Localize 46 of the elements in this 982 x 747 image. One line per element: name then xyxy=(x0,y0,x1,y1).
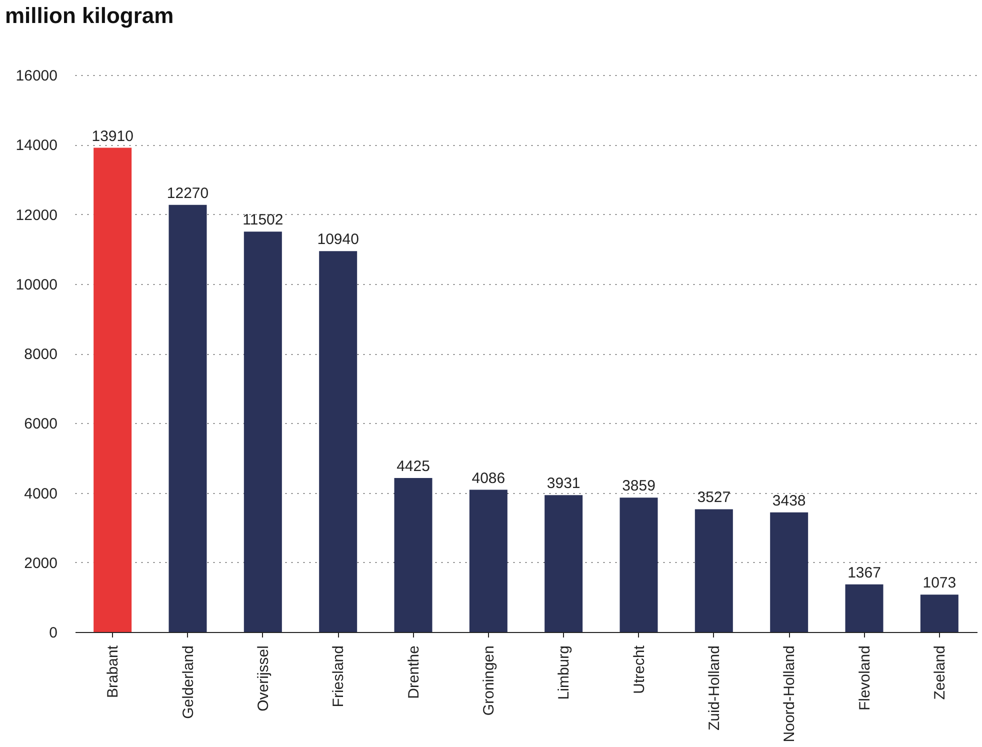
y-tick-label: 0 xyxy=(49,624,58,642)
chart-title: million kilogram xyxy=(5,3,174,28)
x-tick-label: Noord-Holland xyxy=(781,646,798,742)
data-label: 11502 xyxy=(242,212,284,229)
x-tick-label: Friesland xyxy=(330,646,348,708)
bar xyxy=(168,204,207,632)
data-label: 3859 xyxy=(622,478,656,495)
data-label: 4425 xyxy=(396,458,430,475)
y-tick-label: 10000 xyxy=(16,276,58,294)
x-tick-label: Groningen xyxy=(480,646,498,716)
bar xyxy=(244,232,282,632)
data-label: 13910 xyxy=(92,128,134,145)
bar xyxy=(694,509,733,632)
bar xyxy=(394,478,432,632)
bar xyxy=(920,594,958,632)
x-tick-label: Gelderland xyxy=(180,646,197,719)
x-tick-label: Zeeland xyxy=(931,646,948,700)
x-tick-label: Zuid-Holland xyxy=(706,646,723,731)
x-tick-label: Flevoland xyxy=(856,646,874,711)
data-label: 3438 xyxy=(772,492,806,510)
bar xyxy=(770,512,808,632)
data-label: 4086 xyxy=(472,470,506,487)
data-label: 1367 xyxy=(848,564,881,582)
y-tick-label: 4000 xyxy=(24,485,58,502)
data-label: 3527 xyxy=(697,489,731,506)
bar xyxy=(845,584,884,632)
bar xyxy=(94,148,132,632)
y-tick-label: 2000 xyxy=(24,554,58,572)
y-tick-label: 14000 xyxy=(16,137,58,154)
data-label: 3931 xyxy=(546,475,580,492)
bar xyxy=(620,498,658,632)
y-tick-label: 12000 xyxy=(16,206,58,224)
data-label: 12270 xyxy=(166,184,209,202)
data-label: 1073 xyxy=(922,574,956,592)
x-tick-label: Brabant xyxy=(104,644,122,698)
x-tick-label: Drenthe xyxy=(405,646,422,699)
x-tick-label: Limburg xyxy=(556,646,573,700)
y-tick-label: 8000 xyxy=(24,346,58,363)
x-tick-label: Utrecht xyxy=(630,644,648,694)
y-tick-label: 6000 xyxy=(24,416,58,433)
bar xyxy=(319,251,358,632)
bar xyxy=(544,495,583,632)
y-tick-label: 16000 xyxy=(16,68,58,84)
bar xyxy=(469,490,508,632)
data-label: 10940 xyxy=(317,231,359,248)
x-tick-label: Overijssel xyxy=(254,646,272,712)
